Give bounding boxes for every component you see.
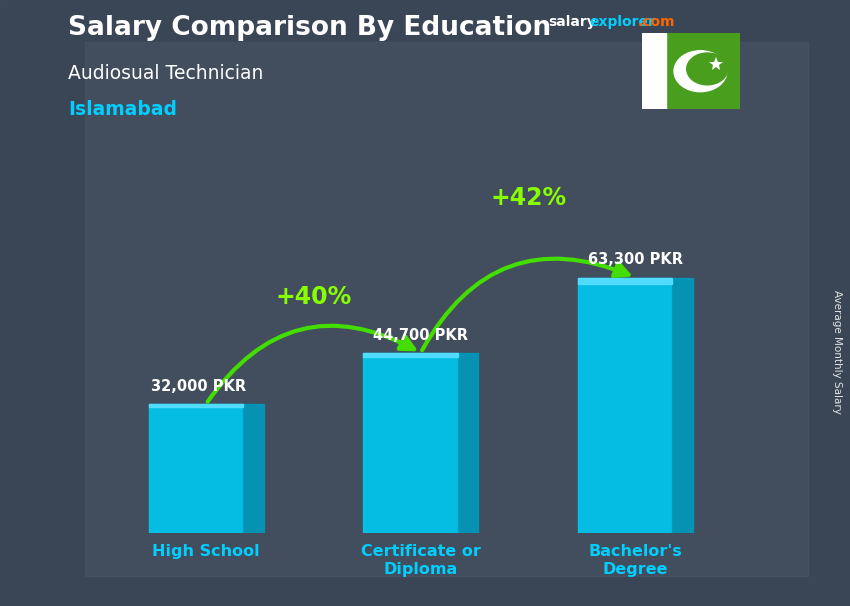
Text: 32,000 PKR: 32,000 PKR: [150, 379, 246, 394]
FancyArrowPatch shape: [207, 326, 414, 402]
FancyArrowPatch shape: [422, 259, 629, 350]
Bar: [243, 404, 264, 533]
Text: Average Monthly Salary: Average Monthly Salary: [832, 290, 842, 413]
Text: Islamabad: Islamabad: [68, 100, 177, 119]
Bar: [672, 278, 693, 533]
Bar: [149, 404, 243, 533]
Bar: [578, 278, 672, 284]
Circle shape: [674, 51, 727, 92]
Text: +42%: +42%: [490, 187, 566, 210]
Circle shape: [687, 53, 728, 85]
Text: salary: salary: [548, 15, 596, 29]
Bar: [149, 404, 243, 407]
Text: 44,700 PKR: 44,700 PKR: [373, 328, 468, 342]
Text: explorer: explorer: [589, 15, 654, 29]
Bar: [457, 353, 479, 533]
Bar: [642, 33, 666, 109]
Bar: [578, 278, 672, 533]
Bar: [85, 42, 808, 576]
Text: Salary Comparison By Education: Salary Comparison By Education: [68, 15, 551, 41]
Bar: [363, 353, 457, 357]
Bar: [666, 33, 740, 109]
Text: .com: .com: [638, 15, 675, 29]
Text: +40%: +40%: [275, 285, 352, 309]
Text: 63,300 PKR: 63,300 PKR: [588, 253, 683, 267]
Text: Audiosual Technician: Audiosual Technician: [68, 64, 264, 82]
Bar: [363, 353, 457, 533]
